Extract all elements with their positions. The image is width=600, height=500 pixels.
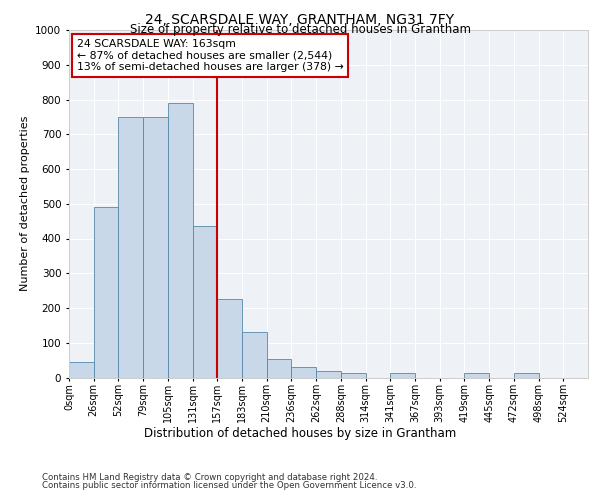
Text: Size of property relative to detached houses in Grantham: Size of property relative to detached ho… xyxy=(130,22,470,36)
Bar xyxy=(69,362,94,378)
Bar xyxy=(118,117,143,378)
Bar xyxy=(316,371,341,378)
Bar xyxy=(94,207,118,378)
Text: 24 SCARSDALE WAY: 163sqm
← 87% of detached houses are smaller (2,544)
13% of sem: 24 SCARSDALE WAY: 163sqm ← 87% of detach… xyxy=(77,38,344,72)
Bar xyxy=(242,332,267,378)
Text: Contains HM Land Registry data © Crown copyright and database right 2024.: Contains HM Land Registry data © Crown c… xyxy=(42,472,377,482)
Bar xyxy=(143,117,168,378)
Text: Contains public sector information licensed under the Open Government Licence v3: Contains public sector information licen… xyxy=(42,481,416,490)
Text: 24, SCARSDALE WAY, GRANTHAM, NG31 7FY: 24, SCARSDALE WAY, GRANTHAM, NG31 7FY xyxy=(145,12,455,26)
Bar xyxy=(464,374,489,378)
Bar xyxy=(390,374,415,378)
Bar xyxy=(267,360,292,378)
Bar xyxy=(217,300,242,378)
Bar xyxy=(168,103,193,378)
Bar xyxy=(292,367,316,378)
Bar xyxy=(514,374,539,378)
Bar xyxy=(193,226,217,378)
Y-axis label: Number of detached properties: Number of detached properties xyxy=(20,116,29,292)
Text: Distribution of detached houses by size in Grantham: Distribution of detached houses by size … xyxy=(144,428,456,440)
Bar xyxy=(341,374,365,378)
